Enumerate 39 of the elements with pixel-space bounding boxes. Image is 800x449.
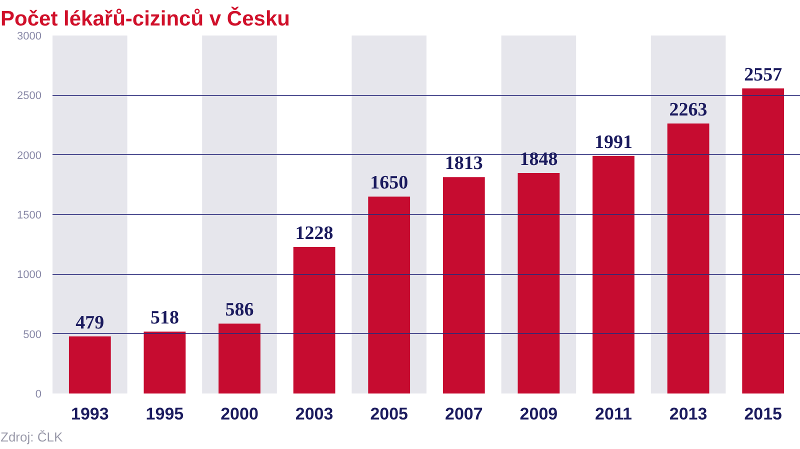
x-tick-label: 1993	[70, 404, 109, 424]
text: Zdroj: ČLK	[0, 430, 63, 444]
data-label: 1813	[444, 153, 483, 174]
x-tick-label: 2013	[669, 404, 708, 424]
bar	[368, 196, 410, 394]
x-tick-label: 2005	[370, 404, 408, 424]
bar	[667, 123, 710, 394]
data-label: 1228	[295, 222, 334, 244]
data-label: 1991	[594, 132, 632, 153]
data-label: 1848	[520, 148, 558, 170]
chart-title: Počet lékařů-cizinců v Česku	[0, 6, 290, 30]
y-tick-label: 1500	[17, 210, 42, 222]
bar	[592, 156, 634, 394]
bar	[442, 177, 485, 394]
y-tick-label: 3000	[17, 30, 42, 42]
x-tick-label: 2011	[595, 404, 632, 424]
bar	[218, 324, 260, 394]
y-tick-label: 2500	[17, 90, 42, 102]
y-tick-label: 0	[35, 388, 42, 400]
x-tick-label: 2003	[295, 404, 334, 424]
x-tick-label: 1995	[146, 404, 184, 424]
y-tick-label: 2000	[17, 150, 42, 162]
bar	[293, 246, 336, 394]
x-tick-label: 2009	[520, 404, 558, 424]
data-label: 479	[76, 312, 104, 334]
y-tick-label: 1000	[17, 269, 42, 282]
bar	[742, 88, 784, 394]
data-label: 518	[150, 308, 179, 329]
x-tick-label: 2015	[744, 404, 782, 424]
data-label: 2557	[744, 64, 783, 86]
bar	[144, 332, 186, 394]
bar	[68, 336, 111, 394]
data-label: 1650	[370, 172, 408, 194]
x-tick-label: 2000	[220, 404, 258, 424]
bar	[518, 172, 560, 394]
y-tick-label: 500	[23, 328, 42, 341]
x-tick-label: 2007	[444, 404, 483, 424]
data-label: 2263	[669, 99, 708, 120]
data-label: 586	[225, 300, 254, 321]
